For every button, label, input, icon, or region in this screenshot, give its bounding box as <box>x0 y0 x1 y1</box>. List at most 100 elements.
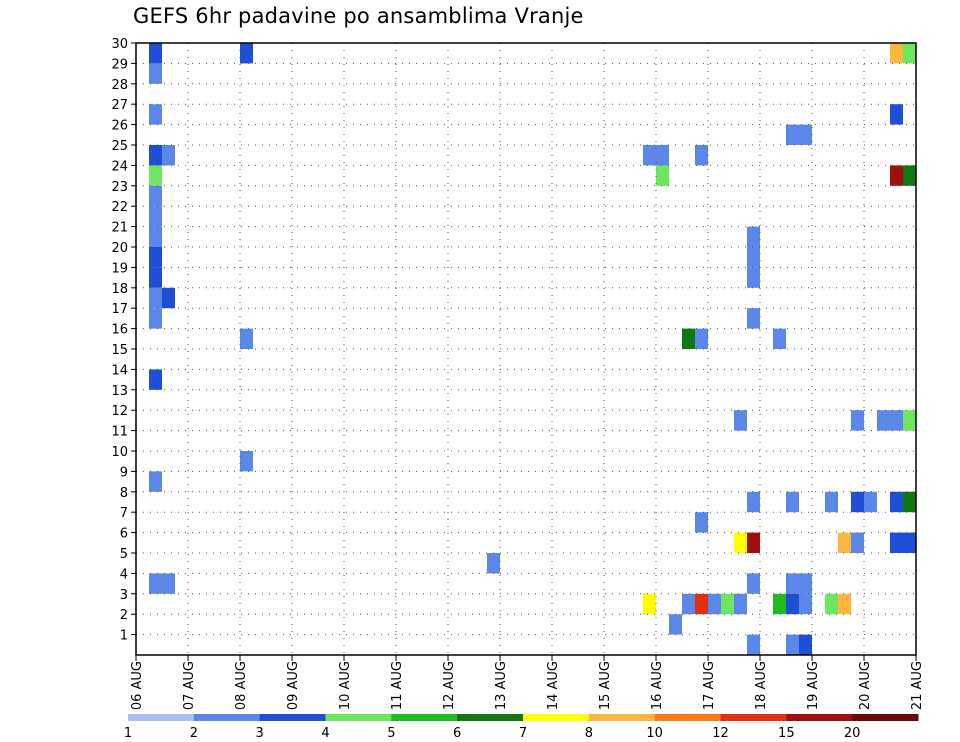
heatmap-cell <box>708 593 721 615</box>
colorbar-label: 6 <box>453 726 461 741</box>
y-tick-label: 18 <box>111 282 128 297</box>
heatmap-cell <box>890 43 903 64</box>
heatmap-cell <box>747 267 760 288</box>
heatmap-cell <box>890 410 903 431</box>
heatmap-cell <box>851 491 864 513</box>
y-tick-label: 8 <box>120 486 128 501</box>
y-tick-label: 3 <box>120 588 128 603</box>
colorbar-swatch <box>588 714 656 721</box>
heatmap-cell <box>695 512 708 533</box>
heatmap-cell <box>747 532 760 553</box>
colorbar-swatch <box>193 714 261 721</box>
x-tick-label: 13 AUG <box>494 661 509 710</box>
heatmap-cell <box>643 145 656 166</box>
y-tick-label: 4 <box>120 567 128 582</box>
x-tick-label: 21 AUG <box>910 661 925 710</box>
heatmap-cell <box>890 532 903 553</box>
heatmap-cell <box>890 165 903 186</box>
colorbar-swatch <box>259 714 326 721</box>
y-tick-label: 14 <box>111 363 128 378</box>
heatmap-cell <box>149 165 162 186</box>
colorbar-swatch <box>654 714 721 721</box>
heatmap-cell <box>487 553 500 574</box>
heatmap-cell <box>149 267 162 288</box>
colorbar-swatch <box>457 714 524 721</box>
heatmap-cell <box>162 573 175 594</box>
heatmap-cell <box>721 593 734 615</box>
heatmap-cell <box>149 43 162 64</box>
y-tick-label: 15 <box>111 343 128 358</box>
colorbar-swatch <box>786 714 853 721</box>
x-tick-label: 17 AUG <box>702 661 717 710</box>
colorbar-label: 12 <box>712 726 729 741</box>
heatmap-cell <box>799 634 812 655</box>
heatmap-cell <box>149 104 162 125</box>
y-tick-label: 13 <box>111 384 128 399</box>
y-tick-label: 12 <box>111 404 128 419</box>
heatmap-cell <box>643 593 656 615</box>
heatmap-cell <box>162 145 175 166</box>
heatmap-cell <box>734 593 747 615</box>
heatmap-cell <box>747 247 760 268</box>
y-tick-label: 2 <box>120 608 128 623</box>
colorbar-label: 15 <box>778 726 795 741</box>
heatmap-cell <box>786 491 799 513</box>
y-tick-label: 28 <box>111 78 128 93</box>
y-tick-label: 29 <box>111 57 128 72</box>
heatmap-cell <box>149 145 162 166</box>
x-tick-label: 18 AUG <box>754 661 769 710</box>
y-tick-label: 22 <box>111 200 128 215</box>
y-tick-label: 21 <box>111 221 128 236</box>
y-tick-label: 17 <box>111 302 128 317</box>
heatmap-cell <box>825 491 838 513</box>
heatmap-cell <box>877 410 890 431</box>
x-tick-label: 20 AUG <box>858 661 873 710</box>
y-tick-label: 7 <box>120 506 128 521</box>
heatmap-cell <box>747 226 760 247</box>
heatmap-cell <box>240 328 253 349</box>
heatmap-cell <box>149 247 162 268</box>
heatmap-cell <box>903 491 916 513</box>
heatmap-cell <box>149 206 162 227</box>
heatmap-cell <box>825 593 838 615</box>
y-tick-label: 5 <box>120 547 128 562</box>
colorbar: 1 2 3 4 5 6 7 8 10 12 15 20 <box>124 714 919 741</box>
x-tick-label: 15 AUG <box>598 661 613 710</box>
heatmap-cell <box>773 328 786 349</box>
y-tick-label: 10 <box>111 445 128 460</box>
heatmap-cell <box>838 532 851 553</box>
heatmap-cell <box>747 308 760 329</box>
heatmap-cell <box>682 328 695 349</box>
heatmap-cell <box>786 124 799 145</box>
heatmap-cell <box>838 593 851 615</box>
heatmap-cell <box>903 532 916 553</box>
heatmap-cell <box>786 593 799 615</box>
colorbar-swatch <box>852 714 919 721</box>
heatmap-cell <box>149 226 162 247</box>
y-tick-label: 30 <box>111 37 128 52</box>
colorbar-label: 4 <box>321 726 329 741</box>
heatmap-cell <box>747 491 760 513</box>
heatmap-cell <box>773 593 786 615</box>
heatmap-cell <box>890 491 903 513</box>
heatmap-cell <box>669 614 682 635</box>
y-tick-label: 16 <box>111 323 128 338</box>
heatmap-cell <box>656 165 669 186</box>
heatmap-cell <box>149 308 162 329</box>
heatmap-cell <box>799 573 812 594</box>
x-tick-label: 12 AUG <box>442 661 457 710</box>
y-tick-label: 11 <box>111 425 128 440</box>
colorbar-label: 20 <box>844 726 861 741</box>
x-axis: 06 AUG 07 AUG 08 AUG 09 AUG 10 AUG 11 AUG 12 A… <box>130 655 925 710</box>
x-tick-label: 10 AUG <box>338 661 353 710</box>
y-tick-label: 27 <box>111 98 128 113</box>
colorbar-label: 8 <box>585 726 593 741</box>
heatmap-cell <box>240 451 253 472</box>
heatmap-cell <box>149 63 162 84</box>
colorbar-label: 3 <box>256 726 264 741</box>
colorbar-label: 7 <box>519 726 527 741</box>
heatmap-cell <box>890 104 903 125</box>
heatmap-cell <box>695 145 708 166</box>
heatmap-cell <box>851 532 864 553</box>
